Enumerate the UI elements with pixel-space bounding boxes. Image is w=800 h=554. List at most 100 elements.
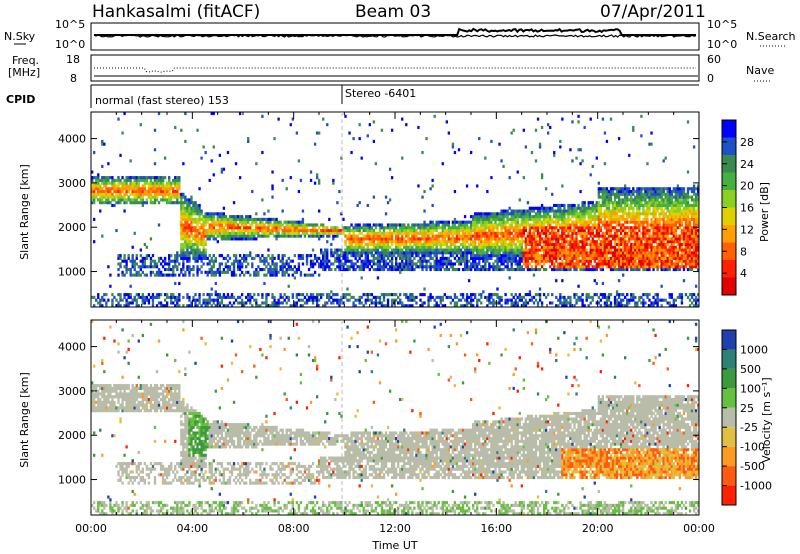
- heatmap-cell: [198, 251, 201, 255]
- heatmap-cell: [149, 198, 153, 202]
- heatmap-cell: [593, 242, 596, 247]
- heatmap-cell: [382, 293, 386, 297]
- heatmap-cell: [486, 220, 489, 224]
- heatmap-cell: [478, 268, 481, 272]
- heatmap-cell: [506, 268, 509, 272]
- heatmap-cell: [230, 262, 234, 266]
- heatmap-cell: [536, 226, 540, 230]
- heatmap-cell: [538, 293, 542, 297]
- heatmap-cell: [210, 259, 213, 263]
- heatmap-cell: [431, 237, 434, 241]
- heatmap-cell: [212, 254, 215, 258]
- heatmap-cell: [581, 242, 584, 247]
- heatmap-cell: [247, 295, 250, 299]
- heatmap-cell: [370, 301, 374, 305]
- heatmap-cell: [613, 192, 617, 196]
- heatmap-cell: [407, 265, 410, 269]
- heatmap-cell: [147, 192, 151, 196]
- heatmap-cell: [91, 170, 94, 174]
- heatmap-cell: [186, 242, 189, 247]
- heatmap-cell: [192, 201, 195, 205]
- heatmap-cell: [563, 237, 566, 241]
- heatmap-cell: [149, 181, 153, 185]
- heatmap-cell: [579, 251, 582, 255]
- heatmap-cell: [496, 268, 499, 272]
- heatmap-cell: [534, 248, 538, 252]
- heatmap-cell: [520, 265, 523, 269]
- heatmap-cell: [395, 234, 398, 238]
- heatmap-cell: [372, 256, 376, 260]
- heatmap-cell: [281, 209, 284, 213]
- heatmap-cell: [182, 265, 185, 269]
- heatmap-cell: [399, 237, 402, 241]
- heatmap-cell: [356, 240, 359, 244]
- heatmap-cell: [512, 242, 515, 247]
- heatmap-cell: [117, 254, 120, 258]
- heatmap-cell: [615, 234, 619, 238]
- heatmap-cell: [613, 237, 617, 241]
- heatmap-cell: [194, 220, 197, 224]
- heatmap-cell: [208, 229, 211, 233]
- heatmap-cell: [332, 229, 335, 233]
- heatmap-cell: [567, 220, 570, 224]
- heatmap-cell: [583, 245, 586, 249]
- heatmap-cell: [613, 245, 617, 249]
- heatmap-cell: [455, 237, 459, 241]
- heatmap-cell: [591, 245, 594, 249]
- nsky-right-top: 10^5: [707, 18, 737, 31]
- heatmap-cell: [220, 170, 224, 174]
- heatmap-cell: [441, 237, 444, 241]
- heatmap-cell: [350, 223, 353, 227]
- heatmap-cell: [555, 231, 558, 235]
- heatmap-cell: [532, 295, 536, 299]
- heatmap-cell: [277, 226, 280, 230]
- heatmap-cell: [587, 215, 590, 219]
- heatmap-cell: [149, 201, 153, 205]
- heatmap-cell: [591, 226, 594, 230]
- heatmap-cell: [540, 173, 544, 177]
- heatmap-cell: [617, 242, 621, 247]
- heatmap-cell: [547, 226, 550, 230]
- heatmap-cell: [461, 254, 465, 258]
- heatmap-cell: [352, 251, 355, 255]
- heatmap-cell: [411, 268, 414, 272]
- heatmap-cell: [289, 231, 292, 235]
- heatmap-cell: [484, 212, 487, 216]
- heatmap-cell: [502, 220, 505, 224]
- heatmap-cell: [348, 265, 351, 269]
- heatmap-cell: [376, 223, 380, 227]
- heatmap-cell: [591, 256, 594, 260]
- heatmap-cell: [184, 220, 187, 224]
- heatmap-cell: [135, 190, 138, 194]
- heatmap-cell: [557, 231, 560, 235]
- heatmap-cell: [561, 117, 564, 121]
- heatmap-cell: [307, 298, 311, 302]
- heatmap-cell: [174, 181, 177, 185]
- heatmap-cell: [591, 215, 594, 219]
- heatmap-cell: [208, 270, 211, 274]
- heatmap-cell: [342, 231, 345, 235]
- heatmap-cell: [263, 223, 266, 227]
- heatmap-cell: [401, 226, 404, 230]
- heatmap-cell: [474, 268, 477, 272]
- heatmap-cell: [500, 304, 503, 307]
- heatmap-cell: [218, 226, 222, 230]
- heatmap-cell: [441, 259, 444, 263]
- heatmap-cell: [210, 304, 213, 307]
- heatmap-cell: [271, 259, 274, 263]
- heatmap-cell: [220, 226, 224, 230]
- heatmap-cell: [378, 259, 382, 263]
- heatmap-cell: [313, 229, 317, 233]
- heatmap-cell: [263, 262, 266, 266]
- heatmap-cell: [210, 270, 213, 274]
- heatmap-cell: [147, 187, 151, 191]
- heatmap-cell: [528, 229, 532, 233]
- heatmap-cell: [405, 123, 408, 127]
- heatmap-cell: [409, 248, 412, 252]
- heatmap-cell: [486, 254, 489, 258]
- heatmap-cell: [358, 137, 361, 141]
- heatmap-cell: [409, 262, 412, 266]
- heatmap-cell: [583, 203, 586, 208]
- heatmap-cell: [127, 254, 130, 258]
- heatmap-cell: [565, 301, 568, 305]
